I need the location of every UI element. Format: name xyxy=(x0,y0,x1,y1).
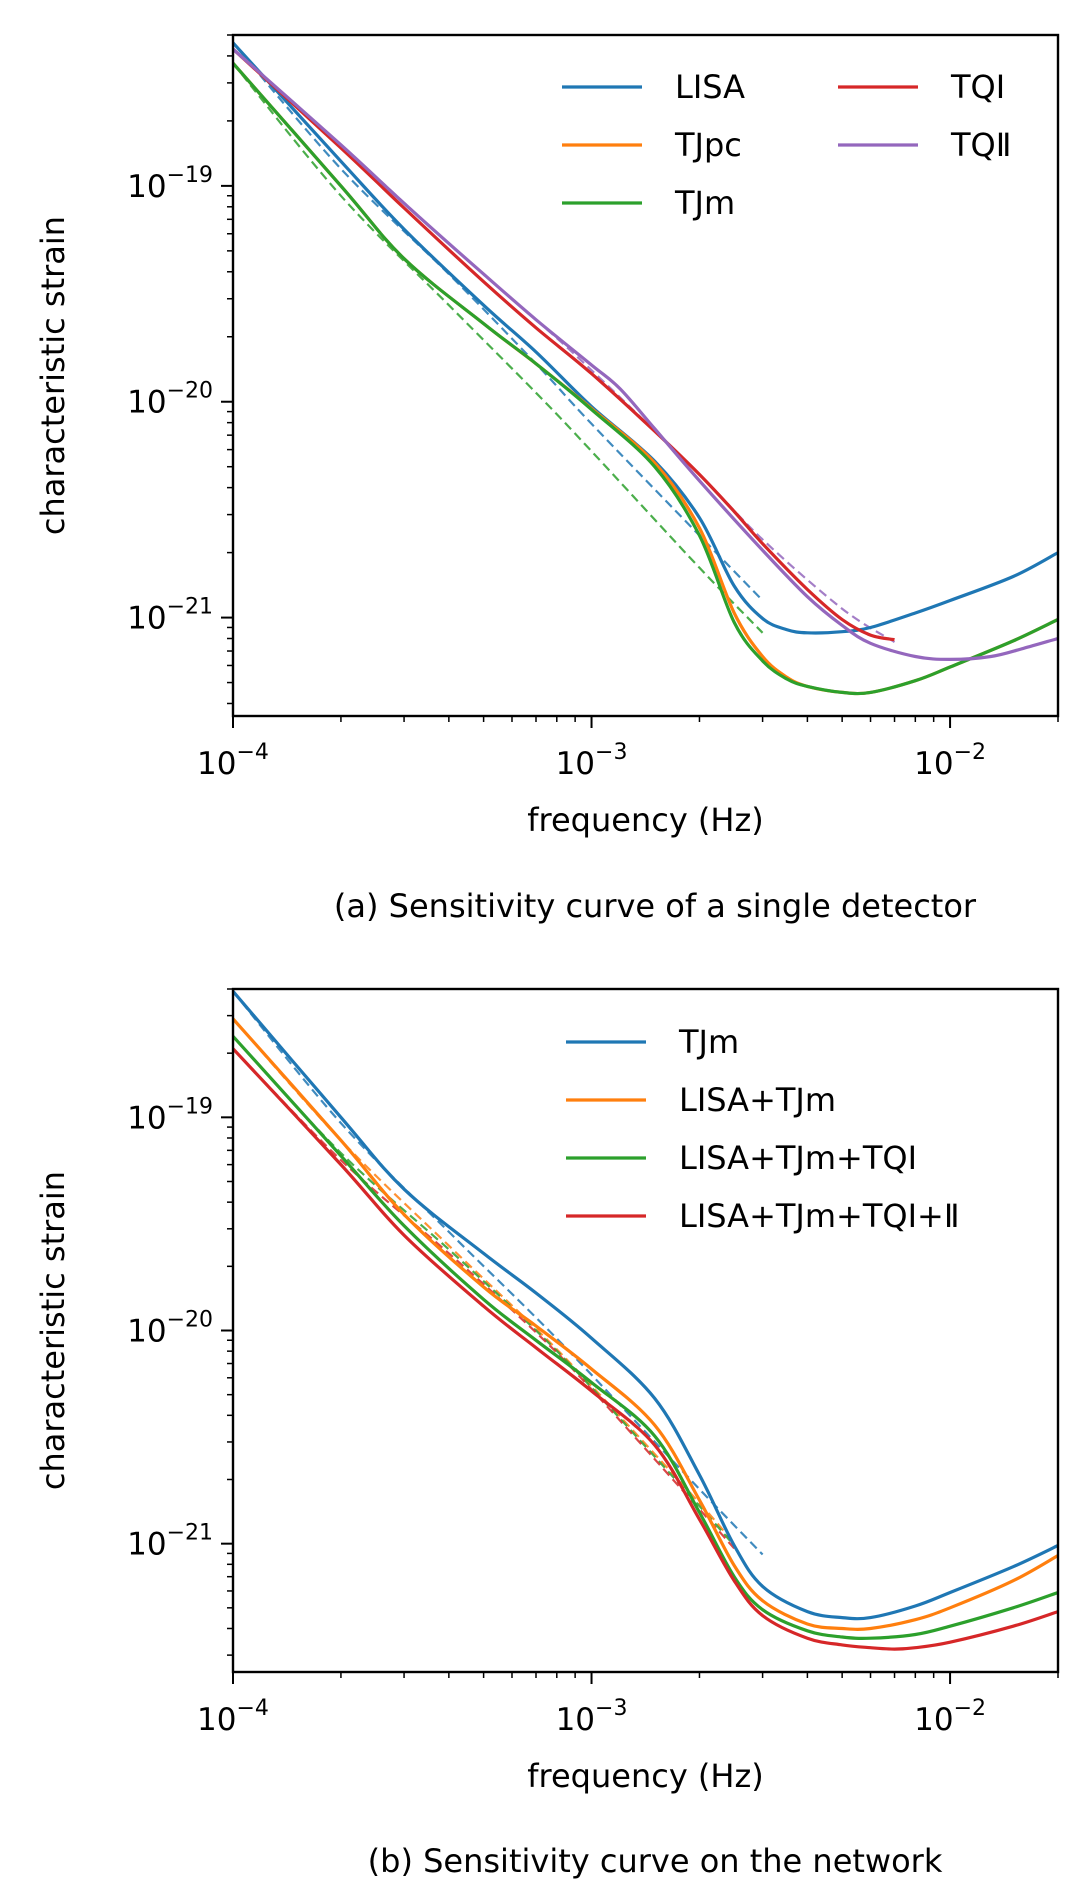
y-axis-label: characteristic strain xyxy=(34,1171,72,1490)
series-line-tqi xyxy=(233,47,895,642)
x-tick-label: 10−3 xyxy=(556,1696,628,1738)
legend: LISA TJpc TJm TQI TQⅡ xyxy=(562,68,1011,222)
legend-label-tq: TQⅡ xyxy=(950,126,1011,164)
plot-area xyxy=(233,41,1058,696)
x-tick-label: 10−4 xyxy=(197,1696,269,1738)
panel-b: 10−4 10−3 10−2 10−19 10−20 10−21 frequency (Hz… xyxy=(34,987,1060,1880)
y-tick-label: 10−19 xyxy=(127,1094,213,1136)
plot-area xyxy=(233,990,1058,1651)
y-tick-label: 10−20 xyxy=(127,379,213,421)
reference-line-2ca02c xyxy=(233,1035,736,1547)
x-tick-label: 10−4 xyxy=(197,740,269,782)
reference-line-1f77b4 xyxy=(233,42,764,602)
legend-label-tjpc: TJpc xyxy=(674,126,742,164)
legend-label-tjm: TJm xyxy=(678,1023,739,1061)
y-tick-label: 10−20 xyxy=(127,1308,213,1350)
legend-label-tjm: TJm xyxy=(674,184,735,222)
legend-label-lisa-tjm-tqi: LISA+TJm+TQI xyxy=(679,1139,917,1177)
legend: TJm LISA+TJm LISA+TJm+TQI LISA+TJm+TQI+Ⅱ xyxy=(566,1023,960,1235)
y-axis-label: characteristic strain xyxy=(34,216,72,535)
x-axis-label: frequency (Hz) xyxy=(527,1757,764,1795)
series-line-tjm xyxy=(233,990,1058,1621)
axes-frame xyxy=(231,33,1060,718)
legend-label-tqi: TQI xyxy=(950,68,1005,106)
series-line-tq xyxy=(233,47,1058,661)
legend-label-lisa-tjm-tqi: LISA+TJm+TQI+Ⅱ xyxy=(679,1197,960,1235)
y-tick-label: 10−19 xyxy=(127,163,213,205)
y-tick-label: 10−21 xyxy=(127,1521,213,1563)
series-line-lisa-tjm xyxy=(233,1017,1058,1631)
legend-label-lisa-tjm: LISA+TJm xyxy=(679,1081,836,1119)
series-line-lisa-tjm-tqi xyxy=(233,1047,1058,1651)
axes-frame xyxy=(231,987,1060,1674)
y-tick-label: 10−21 xyxy=(127,595,213,637)
x-tick-label: 10−2 xyxy=(914,740,986,782)
caption: (b) Sensitivity curve on the network xyxy=(368,1842,943,1880)
series-line-lisa-tjm-tqi xyxy=(233,1035,1058,1640)
reference-line-1f77b4 xyxy=(233,990,764,1556)
x-axis-label: frequency (Hz) xyxy=(527,801,764,839)
x-tick-label: 10−3 xyxy=(556,740,628,782)
panel-a: 10−4 10−3 10−2 10−19 10−20 10−21 frequency (Hz… xyxy=(34,33,1060,925)
series-line-tjm xyxy=(233,62,1058,696)
series-line-lisa xyxy=(233,41,1058,635)
reference-line-2ca02c xyxy=(233,62,764,634)
caption: (a) Sensitivity curve of a single detect… xyxy=(334,887,977,925)
legend-label-lisa: LISA xyxy=(675,68,745,106)
x-tick-label: 10−2 xyxy=(914,1696,986,1738)
